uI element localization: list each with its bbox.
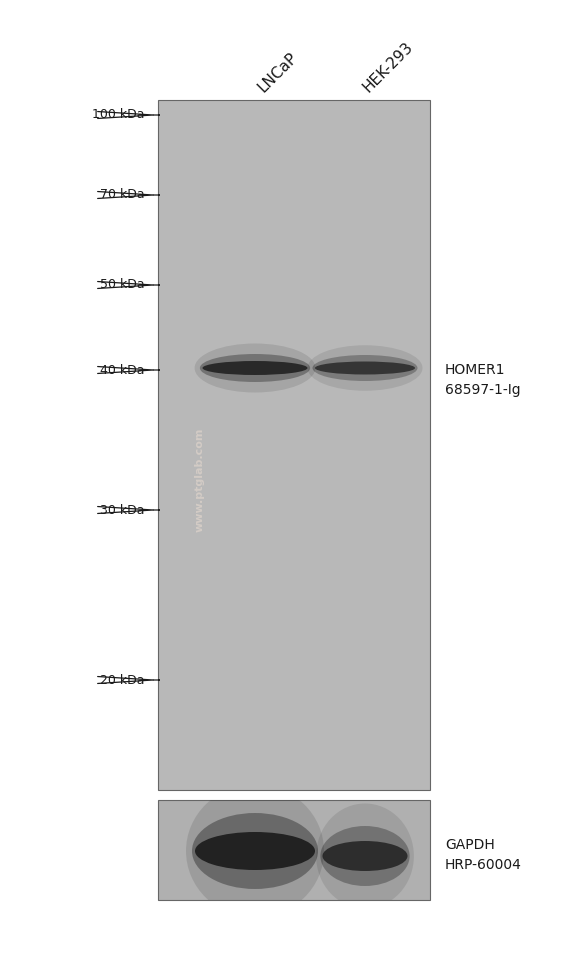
Ellipse shape [312,355,418,381]
Text: 100 kDa: 100 kDa [92,109,145,121]
Text: 40 kDa: 40 kDa [101,363,145,377]
Text: 70 kDa: 70 kDa [101,188,145,202]
Bar [158,100,430,790]
Text: HOMER1
68597-1-Ig: HOMER1 68597-1-Ig [445,362,521,397]
Ellipse shape [202,361,308,375]
Text: GAPDH
HRP-60004: GAPDH HRP-60004 [445,838,522,873]
Text: 50 kDa: 50 kDa [101,279,145,291]
Ellipse shape [195,343,315,392]
Ellipse shape [322,841,408,871]
Ellipse shape [195,832,315,870]
Ellipse shape [200,354,310,382]
Bar [158,800,430,900]
Text: 20 kDa: 20 kDa [101,674,145,686]
Ellipse shape [192,813,318,889]
Ellipse shape [316,803,414,908]
Text: HEK-293: HEK-293 [360,39,416,95]
Text: LNCaP: LNCaP [255,50,300,95]
Ellipse shape [186,784,324,918]
Ellipse shape [321,826,410,886]
Ellipse shape [315,361,415,375]
Ellipse shape [308,345,422,391]
Text: 30 kDa: 30 kDa [101,504,145,516]
Text: www.ptglab.com: www.ptglab.com [195,428,205,532]
